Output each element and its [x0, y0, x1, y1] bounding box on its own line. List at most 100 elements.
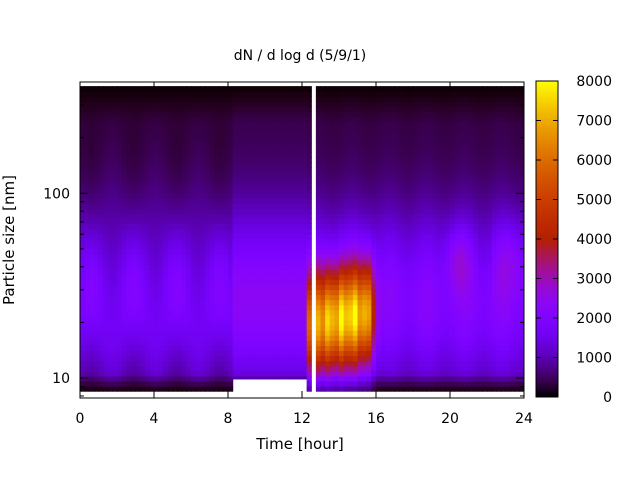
heatmap-cell — [274, 319, 280, 326]
heatmap-cell — [352, 126, 359, 133]
heatmap-cell — [274, 304, 280, 311]
heatmap-cell — [265, 274, 271, 280]
heatmap-cell — [468, 360, 474, 367]
heatmap-cell — [89, 208, 95, 214]
heatmap-cell — [463, 203, 470, 209]
heatmap-cell — [218, 319, 224, 326]
heatmap-cell — [320, 116, 326, 123]
heatmap-cell — [172, 157, 178, 163]
heatmap-cell — [315, 299, 322, 306]
heatmap-cell — [399, 325, 405, 331]
heatmap-cell — [389, 238, 396, 245]
heatmap-cell — [426, 213, 433, 219]
heatmap-cell — [440, 116, 446, 123]
heatmap-cell — [144, 258, 150, 265]
heatmap-cell — [463, 213, 470, 219]
heatmap-cell — [98, 243, 104, 250]
heatmap-cell — [103, 197, 109, 204]
heatmap-cell — [445, 248, 451, 255]
heatmap-cell — [241, 253, 248, 260]
heatmap-cell — [422, 289, 428, 296]
heatmap-cell — [348, 375, 354, 382]
heatmap-cell — [426, 380, 433, 387]
heatmap-cell — [306, 355, 312, 362]
heatmap-cell — [288, 131, 294, 138]
heatmap-cell — [158, 269, 164, 275]
heatmap-cell — [163, 223, 169, 230]
heatmap-cell — [181, 121, 187, 128]
heatmap-cell — [195, 213, 201, 219]
heatmap-cell — [130, 284, 137, 291]
heatmap-cell — [191, 375, 197, 382]
heatmap-cell — [399, 152, 405, 158]
heatmap-cell — [241, 172, 248, 179]
heatmap-cell — [329, 319, 335, 326]
heatmap-cell — [260, 274, 266, 280]
heatmap-cell — [459, 192, 465, 199]
heatmap-cell — [463, 380, 470, 387]
heatmap-cell — [191, 365, 197, 372]
heatmap-cell — [89, 101, 95, 108]
heatmap-cell — [343, 86, 349, 92]
heatmap-cell — [149, 314, 155, 321]
heatmap-cell — [450, 289, 456, 296]
heatmap-cell — [98, 314, 104, 321]
heatmap-cell — [436, 279, 442, 285]
heatmap-cell — [121, 203, 127, 209]
heatmap-cell — [297, 228, 303, 235]
heatmap-cell — [191, 167, 197, 174]
heatmap-cell — [334, 248, 340, 255]
heatmap-cell — [362, 309, 368, 316]
heatmap-cell — [445, 162, 451, 169]
heatmap-cell — [362, 223, 368, 230]
heatmap-cell — [167, 116, 174, 123]
heatmap-cell — [158, 264, 164, 270]
heatmap-cell — [394, 218, 400, 224]
heatmap-cell — [255, 335, 261, 341]
heatmap-cell — [454, 380, 460, 387]
heatmap-cell — [325, 228, 331, 235]
heatmap-cell — [195, 340, 201, 346]
heatmap-cell — [214, 289, 220, 296]
heatmap-cell — [274, 355, 280, 362]
heatmap-cell — [98, 223, 104, 230]
heatmap-cell — [440, 380, 446, 387]
heatmap-cell — [195, 238, 201, 245]
heatmap-cell — [228, 345, 234, 352]
heatmap-cell — [362, 335, 368, 341]
heatmap-cell — [103, 213, 109, 219]
heatmap-cell — [260, 238, 266, 245]
heatmap-cell — [417, 106, 423, 113]
heatmap-cell — [366, 182, 372, 189]
heatmap-cell — [422, 131, 428, 138]
heatmap-cell — [278, 131, 285, 138]
heatmap-cell — [422, 365, 428, 372]
heatmap-cell — [454, 304, 460, 311]
heatmap-cell — [394, 253, 400, 260]
heatmap-cell — [445, 106, 451, 113]
heatmap-cell — [454, 299, 460, 306]
heatmap-cell — [103, 131, 109, 138]
heatmap-cell — [463, 177, 470, 184]
heatmap-cell — [283, 258, 289, 265]
heatmap-cell — [218, 197, 224, 204]
heatmap-cell — [339, 96, 345, 102]
heatmap-cell — [297, 121, 303, 128]
heatmap-cell — [204, 228, 211, 235]
heatmap-cell — [135, 258, 141, 265]
heatmap-cell — [232, 365, 238, 372]
heatmap-cell — [251, 86, 257, 92]
heatmap-cell — [241, 325, 248, 331]
heatmap-cell — [389, 258, 396, 265]
heatmap-cell — [251, 243, 257, 250]
heatmap-cell — [362, 279, 368, 285]
heatmap-cell — [297, 86, 303, 92]
heatmap-cell — [450, 380, 456, 387]
heatmap-cell — [440, 177, 446, 184]
heatmap-cell — [436, 111, 442, 118]
heatmap-cell — [403, 269, 409, 275]
heatmap-cell — [89, 355, 95, 362]
heatmap-cell — [149, 365, 155, 372]
heatmap-cell — [93, 335, 100, 341]
heatmap-cell — [408, 167, 414, 174]
